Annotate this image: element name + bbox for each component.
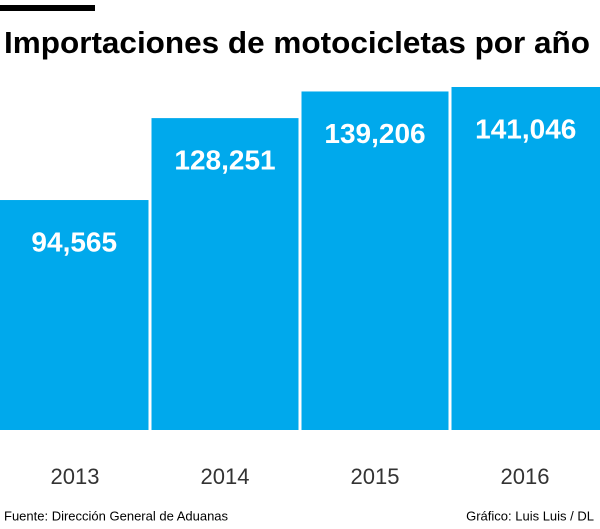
x-tick-label: 2014 — [201, 464, 250, 489]
bar — [451, 87, 600, 430]
x-tick-label: 2016 — [501, 464, 550, 489]
x-tick-label: 2015 — [351, 464, 400, 489]
bar — [151, 118, 299, 431]
value-label: 141,046 — [475, 113, 576, 144]
x-tick-label: 2013 — [51, 464, 100, 489]
title-rule — [0, 5, 95, 11]
value-label: 94,565 — [31, 226, 117, 257]
credit: Gráfico: Luis Luis / DL — [466, 508, 594, 523]
source: Fuente: Dirección General de Aduanas — [4, 508, 229, 523]
value-label: 128,251 — [174, 145, 275, 176]
bar — [0, 200, 149, 430]
chart-title: Importaciones de motocicletas por año — [4, 25, 590, 60]
bar — [301, 91, 449, 430]
value-label: 139,206 — [324, 118, 425, 149]
